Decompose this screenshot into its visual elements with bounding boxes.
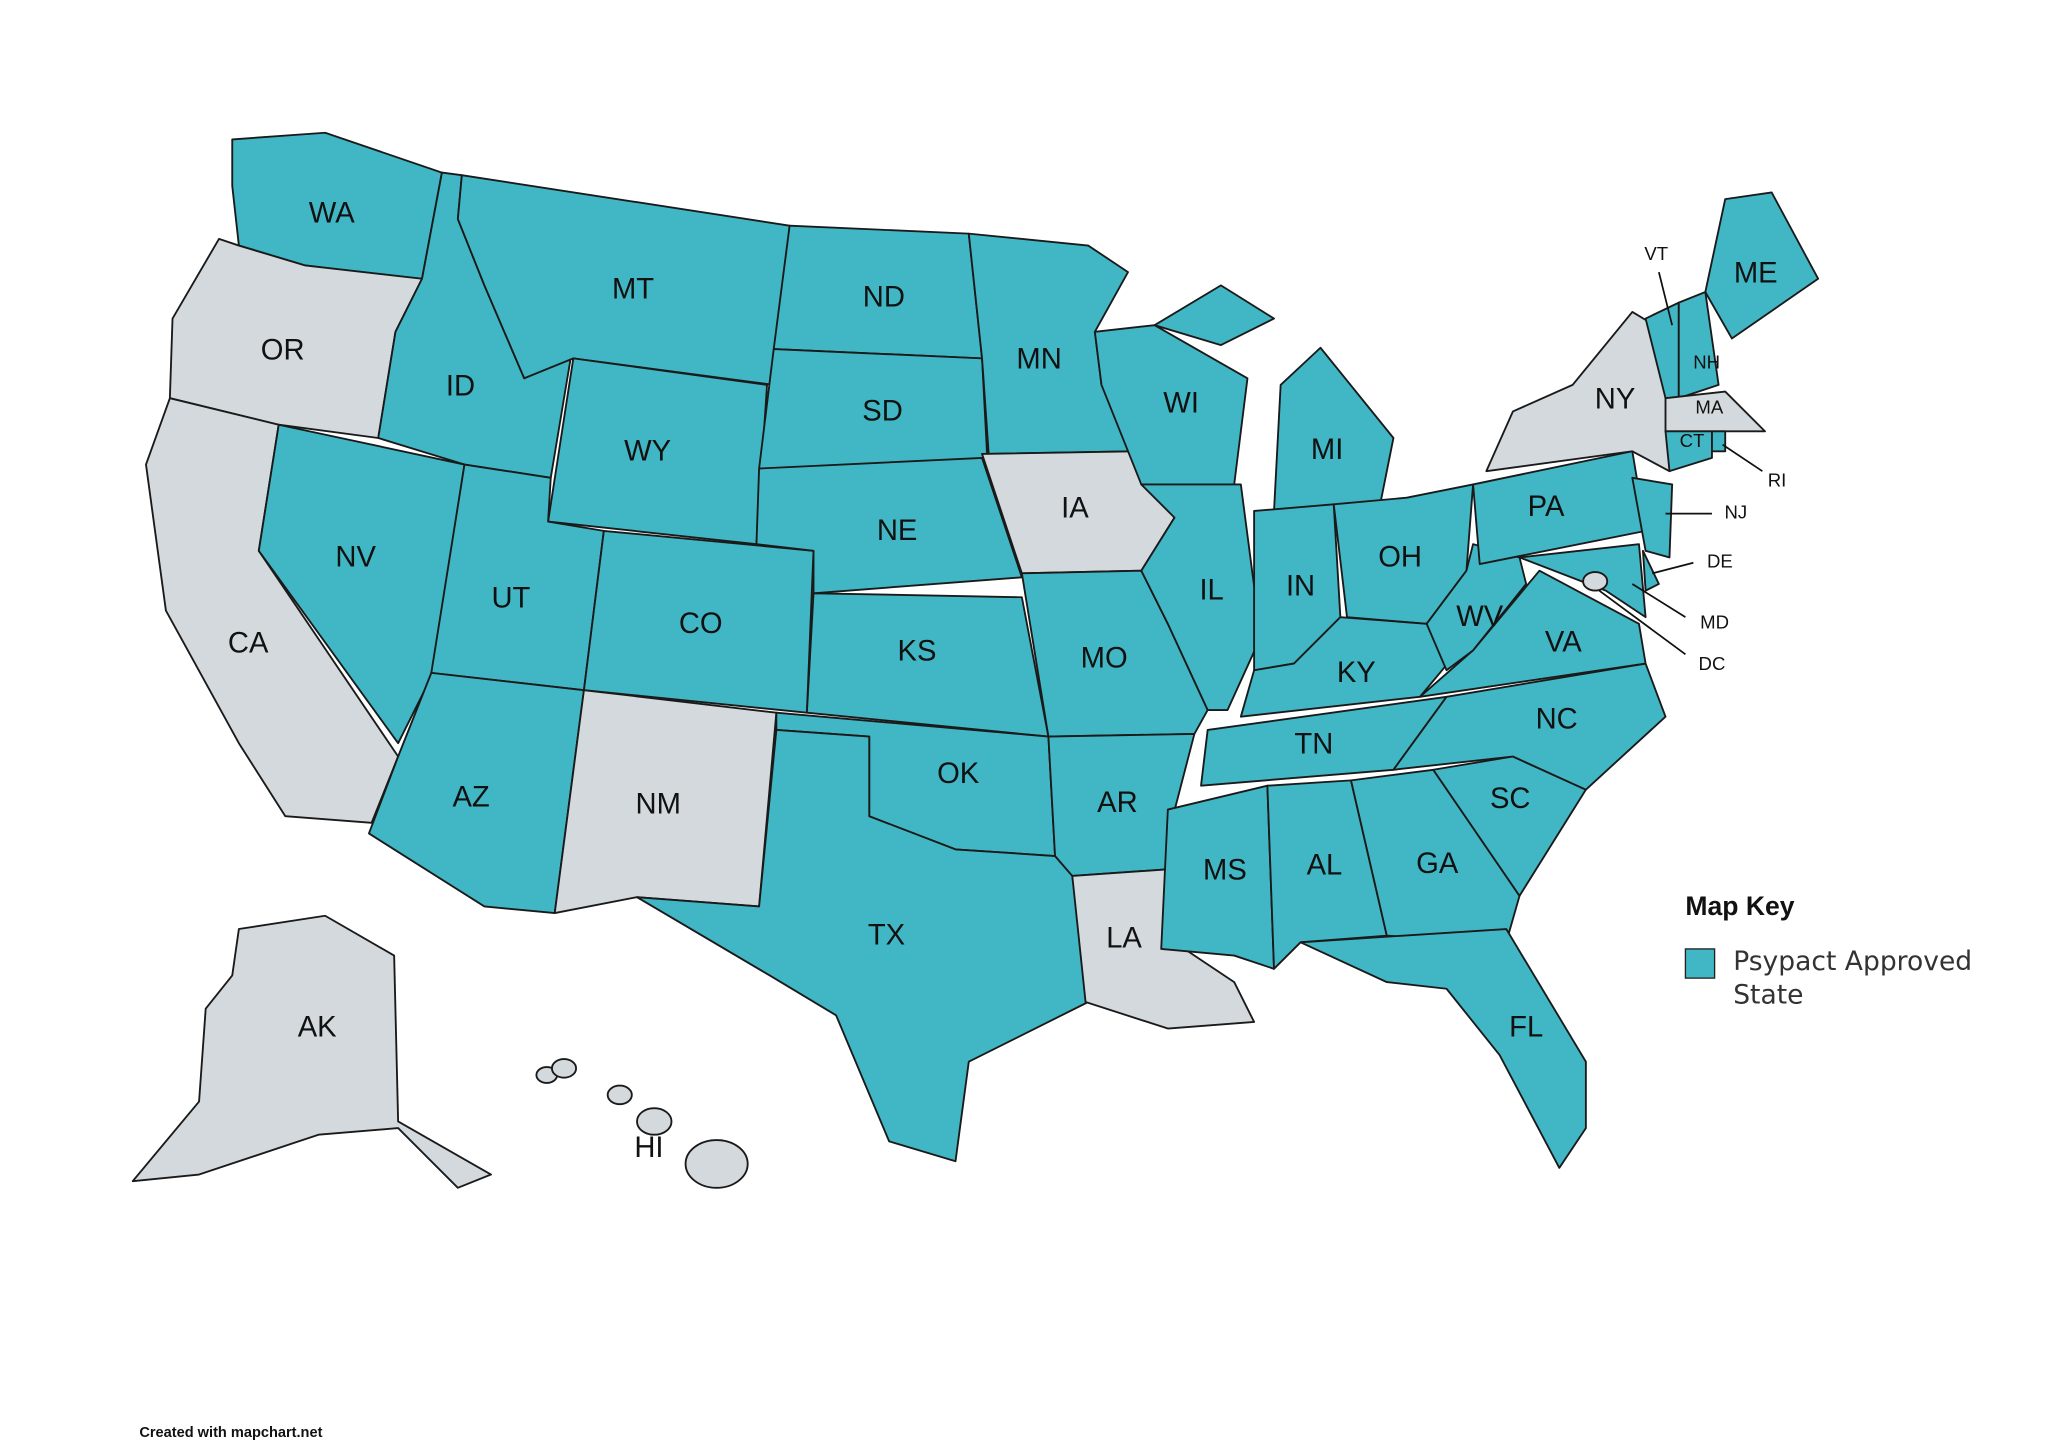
- state-label: ND: [863, 281, 905, 313]
- state-shape: [1677, 291, 1720, 400]
- state-shape: [636, 1107, 673, 1136]
- state-label: WA: [309, 198, 355, 230]
- state-labels: WA OR CA ID NV MT WY UT AZ CO NM ND SD NE KS OK TX MN IA MO…: [228, 198, 1786, 1164]
- state-label: GA: [1416, 848, 1459, 880]
- state-label: MO: [1081, 642, 1128, 674]
- state-label: CT: [1680, 430, 1705, 451]
- state-label: AR: [1097, 787, 1138, 819]
- legend-swatch: [1684, 948, 1716, 979]
- credit: Created with mapchart.net: [139, 1425, 322, 1440]
- state-label: WY: [624, 435, 671, 467]
- state-shape: [257, 423, 466, 745]
- state-label: NM: [636, 788, 681, 820]
- state-shape: [606, 1084, 633, 1106]
- state-label: DE: [1707, 551, 1733, 572]
- state-shape: [684, 1139, 749, 1189]
- state-shape: [131, 914, 492, 1189]
- state-label: IN: [1286, 571, 1315, 603]
- state-label: TN: [1294, 729, 1333, 761]
- state-label: NY: [1595, 384, 1636, 416]
- state-label: AZ: [452, 782, 489, 814]
- state-label: NJ: [1724, 502, 1747, 523]
- state-label: MI: [1311, 434, 1343, 466]
- state-shape: [1711, 430, 1727, 453]
- state-label: HI: [634, 1132, 663, 1164]
- state-label: MT: [612, 273, 654, 305]
- state-label: CO: [679, 608, 723, 640]
- state-label: TX: [868, 920, 905, 952]
- state-label: AL: [1307, 849, 1343, 881]
- leader-line: [1658, 271, 1673, 326]
- state-label: AK: [298, 1011, 337, 1043]
- state-shape: [1299, 928, 1587, 1169]
- legend-label: Psypact Approved State: [1733, 944, 1973, 1010]
- state-label: WI: [1163, 388, 1199, 420]
- state-shape: [551, 1058, 578, 1079]
- state-shape: [1425, 543, 1528, 672]
- state-label: IL: [1199, 575, 1223, 607]
- state-label: MD: [1700, 612, 1729, 633]
- state-label: SC: [1490, 783, 1531, 815]
- state-label: MN: [1016, 344, 1061, 376]
- state-label: PA: [1528, 491, 1565, 523]
- state-shape: [1631, 476, 1674, 559]
- state-label: WV: [1456, 601, 1504, 633]
- state-label: VT: [1644, 243, 1668, 264]
- state-shape: [636, 729, 1090, 1163]
- state-shape: [1392, 662, 1667, 791]
- state-label: ID: [446, 370, 475, 402]
- state-shape: [1664, 390, 1766, 433]
- state-shape: [1642, 549, 1660, 592]
- leader-line: [1722, 443, 1763, 472]
- state-shape: [168, 237, 423, 439]
- state-label: DC: [1699, 653, 1726, 674]
- state-label: LA: [1106, 922, 1142, 954]
- leader-line: [1652, 561, 1694, 575]
- state-label: VA: [1545, 626, 1582, 658]
- state-label: NC: [1536, 703, 1578, 735]
- state-label: NV: [335, 541, 376, 573]
- state-label: RI: [1768, 470, 1787, 491]
- state-shape: [1582, 571, 1609, 592]
- state-label: NE: [877, 515, 918, 547]
- state-shape: [1350, 768, 1521, 944]
- state-label: FL: [1509, 1011, 1543, 1043]
- state-shape: [1664, 430, 1713, 473]
- legend-text-box: Psypact Approved State: [1733, 944, 1973, 1010]
- state-label: OR: [261, 334, 305, 366]
- leader-line: [1598, 589, 1686, 656]
- state-label: MA: [1695, 397, 1723, 418]
- state-label: MS: [1203, 855, 1247, 887]
- state-shape: [1140, 483, 1262, 711]
- state-label: NH: [1693, 352, 1720, 373]
- state-label: IA: [1061, 492, 1089, 524]
- state-shape: [1153, 284, 1275, 347]
- state-shape: [1485, 310, 1671, 473]
- state-label: KS: [898, 636, 937, 668]
- states: [131, 131, 1820, 1189]
- state-label: KY: [1337, 657, 1376, 689]
- state-label: UT: [491, 583, 530, 615]
- legend-title: Map Key: [1685, 891, 1794, 921]
- state-shape: [1273, 346, 1395, 512]
- state-shape: [1160, 784, 1275, 970]
- state-shape: [1704, 191, 1820, 340]
- state-label: CA: [228, 628, 269, 660]
- state-label: OK: [937, 758, 980, 790]
- state-label: SD: [862, 395, 903, 427]
- state-label: ME: [1734, 257, 1778, 289]
- leader-line: [1631, 583, 1686, 618]
- state-label: OH: [1378, 541, 1422, 573]
